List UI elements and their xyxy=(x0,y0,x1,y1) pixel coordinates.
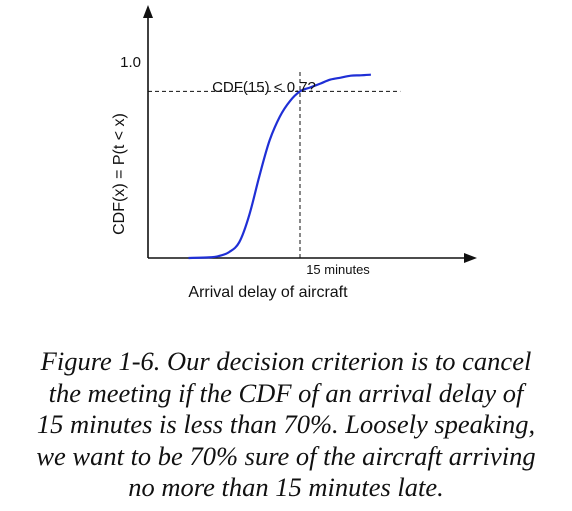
x-tick-label: 15 minutes xyxy=(306,262,370,277)
figure-caption: Figure 1-6. Our decision criterion is to… xyxy=(0,346,572,504)
cdf-curve xyxy=(188,73,371,260)
x-axis-label: Arrival delay of aircraft xyxy=(188,284,348,301)
cdf-chart: 1.0 CDF(x) = P(t < x) CDF(15) < 0.7? 15 … xyxy=(111,5,477,301)
x-axis-arrowhead xyxy=(464,253,477,263)
caption-line: we want to be 70% sure of the aircraft a… xyxy=(36,440,536,471)
caption-line: no more than 15 minutes late. xyxy=(128,472,444,502)
annotation: CDF(15) < 0.7? xyxy=(212,79,316,96)
y-axis-label: CDF(x) = P(t < x) xyxy=(111,113,128,235)
y-tick-label: 1.0 xyxy=(120,54,141,71)
caption-line: Figure 1-6. Our decision criterion is to… xyxy=(40,346,532,376)
y-axis-arrowhead xyxy=(143,5,153,18)
caption-line: the meeting if the CDF of an arrival del… xyxy=(48,377,524,408)
caption-line: 15 minutes is less than 70%. Loosely spe… xyxy=(36,409,536,439)
